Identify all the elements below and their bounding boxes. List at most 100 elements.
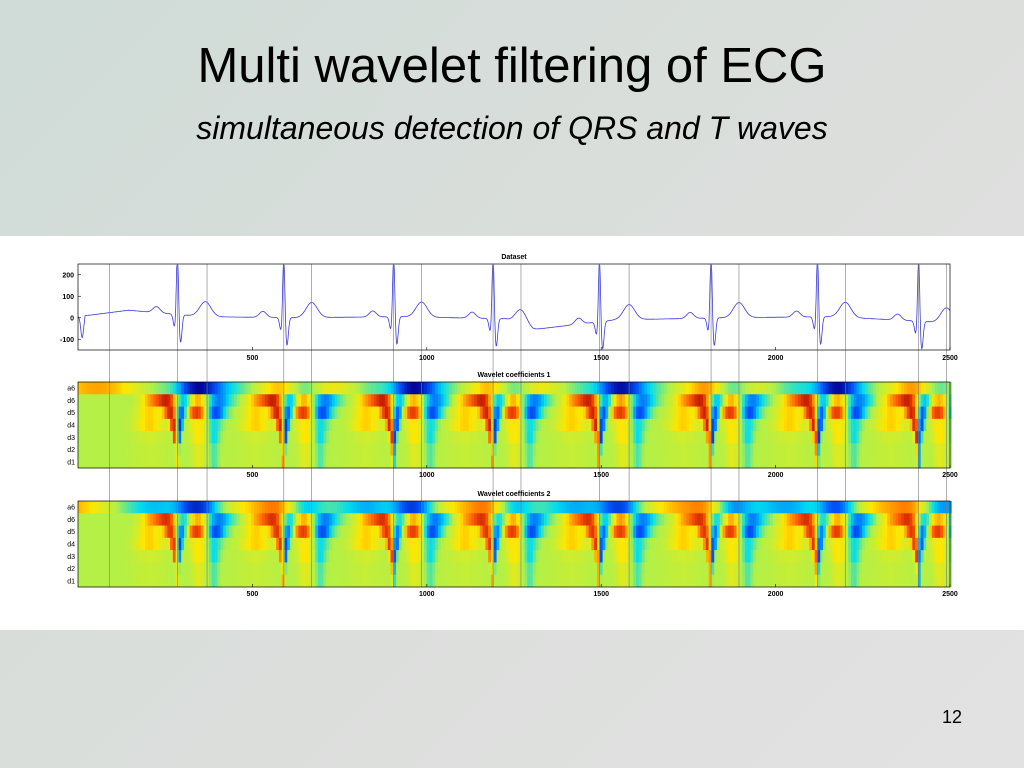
heatmap-cell: [499, 455, 503, 469]
heatmap-cell: [884, 382, 888, 395]
heatmap-cell: [906, 513, 910, 526]
heatmap-cell: [156, 574, 160, 588]
heatmap-cell: [290, 550, 294, 563]
heatmap-cell: [903, 406, 908, 420]
heatmap-cell: [557, 406, 562, 420]
heatmap-cell: [719, 431, 723, 444]
heatmap-cell: [797, 550, 802, 563]
heatmap-cell: [862, 513, 866, 526]
heatmap-cell: [736, 382, 740, 395]
heatmap-cell: [421, 431, 425, 444]
heatmap-cell: [329, 513, 333, 526]
heatmap-cell: [100, 406, 104, 420]
heatmap-cell: [736, 501, 740, 514]
heatmap-cell: [488, 394, 492, 407]
heatmap-cell: [382, 418, 386, 432]
heatmap-cell: [499, 550, 503, 563]
heatmap-cell: [488, 406, 492, 420]
heatmap-cell: [94, 382, 98, 395]
heatmap-cell: [117, 501, 121, 514]
heatmap-cell: [184, 382, 188, 395]
heatmap-cell: [170, 574, 174, 588]
heatmap-cell: [856, 394, 860, 407]
heatmap-cell: [390, 513, 394, 526]
heatmap-cell: [331, 406, 336, 420]
heatmap-cell: [493, 394, 497, 407]
heatmap-cell: [223, 455, 227, 469]
heatmap-cell: [747, 550, 751, 563]
heatmap-cell: [943, 431, 947, 444]
heatmap-cell: [292, 550, 297, 563]
heatmap-cell: [906, 394, 910, 407]
heatmap-cell: [357, 513, 361, 526]
heatmap-cell: [591, 455, 595, 469]
heatmap-cell: [923, 562, 927, 576]
heatmap-cell: [273, 525, 277, 539]
heatmap-cell: [719, 550, 723, 563]
heatmap-cell: [298, 537, 302, 551]
heatmap-cell: [136, 431, 140, 444]
heatmap-cell: [94, 574, 98, 588]
heatmap-cell: [479, 431, 484, 444]
heatmap-cell: [792, 418, 796, 432]
heatmap-cell: [340, 537, 344, 551]
heatmap-cell: [128, 574, 132, 588]
heatmap-cell: [80, 550, 84, 563]
heatmap-cell: [256, 418, 260, 432]
heatmap-cell: [237, 513, 241, 526]
heatmap-cell: [605, 574, 609, 588]
heatmap-cell: [566, 501, 570, 514]
heatmap-cell: [114, 382, 118, 395]
heatmap-cell: [728, 455, 732, 469]
heatmap-cell: [644, 394, 648, 407]
heatmap-cell: [225, 501, 230, 514]
heatmap-cell: [778, 525, 782, 539]
heatmap-cell: [761, 443, 765, 457]
heatmap-cell: [329, 406, 333, 420]
heatmap-cell: [114, 562, 118, 576]
heatmap-cell: [228, 537, 232, 551]
heatmap-cell: [535, 501, 539, 514]
heatmap-cell: [379, 562, 383, 576]
heatmap-cell: [825, 501, 830, 514]
heatmap-cell: [86, 501, 90, 514]
heatmap-cell: [225, 574, 230, 588]
heatmap-cell: [379, 501, 383, 514]
heatmap-cell: [337, 406, 341, 420]
heatmap-cell: [834, 525, 838, 539]
heatmap-cell: [719, 513, 723, 526]
heatmap-cell: [580, 537, 584, 551]
heatmap-cell: [641, 550, 645, 563]
heatmap-cell: [122, 513, 126, 526]
heatmap-cell: [284, 382, 288, 395]
heatmap-cell: [937, 443, 941, 457]
heatmap-cell: [608, 406, 612, 420]
heatmap-cell: [538, 431, 542, 444]
heatmap-cell: [437, 550, 442, 563]
heatmap-cell: [917, 513, 922, 526]
heatmap-cell: [931, 455, 936, 469]
heatmap-cell: [298, 525, 302, 539]
heatmap-cell: [881, 443, 885, 457]
heatmap-cell: [234, 406, 238, 420]
heatmap-cell: [83, 431, 87, 444]
heatmap-cell: [756, 574, 760, 588]
heatmap-cell: [477, 525, 481, 539]
heatmap-cell: [557, 418, 562, 432]
heatmap-cell: [435, 537, 439, 551]
heatmap-cell: [672, 455, 676, 469]
heatmap-cell: [276, 406, 280, 420]
heatmap-cell: [658, 418, 662, 432]
heatmap-cell: [850, 382, 855, 395]
heatmap-cell: [923, 382, 927, 395]
heatmap-cell: [225, 418, 230, 432]
heatmap-cell: [945, 443, 949, 457]
heatmap-cell: [474, 394, 478, 407]
heatmap-cell: [711, 550, 715, 563]
heatmap-cell: [122, 574, 126, 588]
heatmap-cell: [426, 406, 430, 420]
heatmap-cell: [552, 418, 556, 432]
heatmap-cell: [306, 525, 310, 539]
heatmap-cell: [915, 513, 919, 526]
heatmap-cell: [881, 513, 885, 526]
